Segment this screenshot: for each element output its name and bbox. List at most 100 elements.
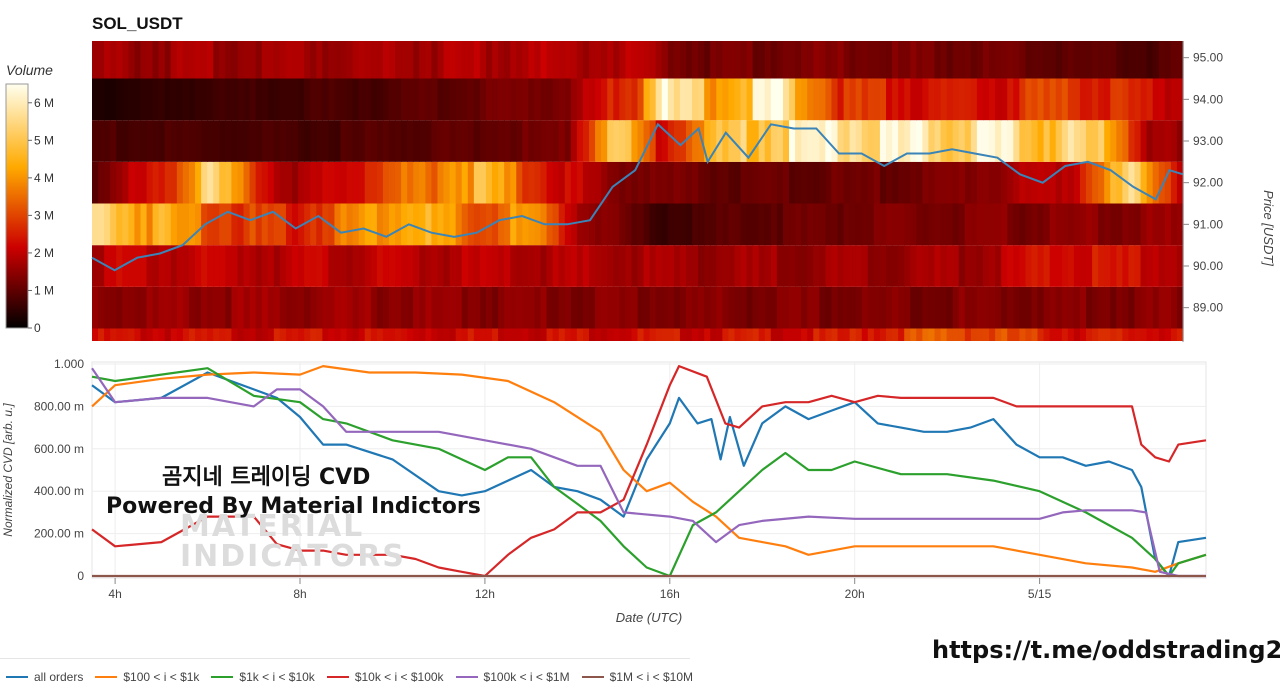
heatmap-cell [292,245,299,287]
heatmap-cell [625,161,633,204]
heatmap-cell [1086,78,1093,121]
heatmap-cell [922,245,930,287]
heatmap-cell [819,245,826,287]
heatmap-cell [1176,245,1184,287]
heatmap-cell [934,120,942,162]
heatmap-cell [867,161,875,204]
heatmap-cell [667,78,675,121]
heatmap-cell [449,161,457,204]
price-heatmap-chart[interactable]: 6 M 5 M 4 M 3 M 2 M 1 M 0 89.00 90.00 91.00 92.00… [0,36,1280,346]
heatmap-cell [437,328,445,341]
heatmap-cell [534,328,542,341]
heatmap-cell [904,78,911,121]
heatmap-cell [1079,286,1087,329]
heatmap-cell [916,78,923,121]
heatmap-cell [570,245,578,287]
heatmap-cell [819,203,826,246]
heatmap-cell [1031,203,1039,246]
heatmap-cell [213,286,220,329]
colorbar-tick-label: 0 [34,321,41,335]
heatmap-cell [861,41,869,79]
heatmap-cell [128,286,136,329]
cvd-y-tick-label: 0 [77,569,84,583]
heatmap-cell [940,41,948,79]
heatmap-cell [910,245,917,287]
heatmap-cell [995,245,1002,287]
legend-item[interactable]: $100 < i < $1k [95,670,199,684]
heatmap-cell [492,286,499,329]
heatmap-cell [1043,245,1051,287]
heatmap-cell [134,161,142,204]
heatmap-cell [1098,41,1105,79]
heatmap-cell [1146,245,1154,287]
heatmap-cell [849,78,857,121]
heatmap-cell [1122,328,1130,341]
heatmap-cell [261,203,269,246]
heatmap-cell [92,120,99,162]
heatmap-cell [710,78,717,121]
heatmap-cell [176,328,184,341]
heatmap-cell [831,78,839,121]
heatmap-cell [698,78,705,121]
heatmap-cell [1061,328,1069,341]
heatmap-cell [564,161,572,204]
heatmap-cell [643,245,651,287]
heatmap-cell [455,120,463,162]
heatmap-cell [625,78,633,121]
heatmap-cell [934,203,942,246]
telegram-link[interactable]: https://t.me/oddstrading2 [932,636,1280,664]
heatmap-cell [1043,161,1051,204]
legend-item[interactable]: $100k < i < $1M [455,670,570,684]
heatmap-cell [910,286,917,329]
heatmap-cell [201,328,208,341]
heatmap-cell [316,41,323,79]
heatmap-cell [376,78,384,121]
heatmap-cell [734,328,742,341]
cvd-line-chart[interactable]: 0 200.00 m 400.00 m 600.00 m 800.00 m 1.000 4… [0,356,1280,638]
legend-item[interactable]: $10k < i < $100k [326,670,444,684]
legend-item[interactable]: $1M < i < $10M [581,670,693,684]
heatmap-cell [752,203,760,246]
heatmap-cell [140,120,148,162]
heatmap-cell [649,161,657,204]
chart-legend[interactable]: all orders $100 < i < $1k $1k < i < $10k $1… [6,664,693,690]
heatmap-cell [1007,203,1014,246]
heatmap-cell [789,78,796,121]
heatmap-cell [528,203,536,246]
cvd-y-tick-label: 600.00 m [34,442,84,456]
heatmap-cell [982,203,990,246]
heatmap-cell [534,245,542,287]
heatmap-cell [219,41,226,79]
legend-label: $1M < i < $10M [609,670,693,684]
heatmap-cell [140,41,148,79]
heatmap-cell [746,203,754,246]
heatmap-cell [782,41,790,79]
heatmap-cell [855,245,863,287]
heatmap-cell [437,78,445,121]
legend-swatch [455,676,478,678]
legend-item[interactable]: $1k < i < $10k [211,670,315,684]
heatmap-cell [685,245,693,287]
heatmap-cell [134,120,142,162]
heatmap-cell [449,78,457,121]
heatmap-cell [964,120,972,162]
heatmap-cell [1104,245,1111,287]
heatmap-cell [498,245,505,287]
heatmap-cell [940,203,948,246]
heatmap-cell [176,161,184,204]
heatmap-cell [431,203,439,246]
heatmap-cell [934,78,942,121]
heatmap-cell [795,78,802,121]
heatmap-cell [873,161,881,204]
heatmap-cell [1061,161,1069,204]
heatmap-cell [764,161,772,204]
heatmap-cell [758,161,766,204]
heatmap-cell [376,203,384,246]
heatmap-cell [1019,78,1027,121]
heatmap-cell [940,245,948,287]
legend-item[interactable]: all orders [6,670,83,684]
heatmap-cell [710,328,717,341]
heatmap-cell [692,161,699,204]
heatmap-cell [1007,245,1014,287]
heatmap-cell [492,328,499,341]
